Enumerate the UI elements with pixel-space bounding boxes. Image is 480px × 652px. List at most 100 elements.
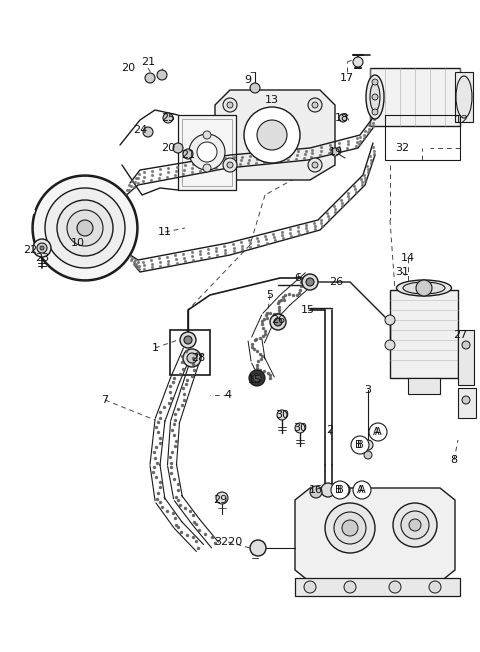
Text: 25: 25 <box>161 113 175 123</box>
Circle shape <box>416 280 432 296</box>
Circle shape <box>401 511 429 539</box>
Circle shape <box>253 374 261 382</box>
Circle shape <box>393 503 437 547</box>
Circle shape <box>302 274 318 290</box>
Circle shape <box>462 341 470 349</box>
Text: 21: 21 <box>181 150 195 160</box>
Circle shape <box>33 239 51 257</box>
Circle shape <box>372 109 378 115</box>
Circle shape <box>257 120 287 150</box>
Bar <box>170 330 210 375</box>
Circle shape <box>312 162 318 168</box>
Circle shape <box>250 83 260 93</box>
Circle shape <box>385 340 395 350</box>
Circle shape <box>157 70 167 80</box>
Ellipse shape <box>456 76 472 118</box>
Circle shape <box>336 483 350 497</box>
Circle shape <box>334 512 366 544</box>
Text: 12: 12 <box>455 115 469 125</box>
Circle shape <box>306 278 314 286</box>
Circle shape <box>304 581 316 593</box>
Circle shape <box>409 519 421 531</box>
Text: 24: 24 <box>133 125 147 135</box>
Text: 6: 6 <box>295 273 301 283</box>
Text: B: B <box>355 440 361 450</box>
Circle shape <box>163 113 173 123</box>
Circle shape <box>331 148 339 156</box>
Text: 17: 17 <box>340 73 354 83</box>
Text: B: B <box>335 485 341 495</box>
Circle shape <box>308 98 322 112</box>
Ellipse shape <box>403 282 445 294</box>
Text: 23: 23 <box>35 253 49 263</box>
Text: A: A <box>359 485 365 495</box>
Circle shape <box>183 349 201 367</box>
Text: 30: 30 <box>275 410 289 420</box>
Circle shape <box>389 581 401 593</box>
Bar <box>295 578 460 596</box>
Circle shape <box>462 396 470 404</box>
Circle shape <box>244 107 300 163</box>
Circle shape <box>308 158 322 172</box>
Circle shape <box>385 315 395 325</box>
Circle shape <box>223 158 237 172</box>
Text: 7: 7 <box>101 395 108 405</box>
Circle shape <box>312 102 318 108</box>
Circle shape <box>203 131 211 139</box>
Circle shape <box>429 581 441 593</box>
Bar <box>458 330 474 385</box>
Circle shape <box>249 370 265 386</box>
Circle shape <box>310 486 322 498</box>
Circle shape <box>180 332 196 348</box>
Circle shape <box>67 210 103 246</box>
Circle shape <box>372 79 378 85</box>
Text: 31: 31 <box>395 267 409 277</box>
Circle shape <box>33 176 137 280</box>
Circle shape <box>227 162 233 168</box>
Circle shape <box>325 503 375 553</box>
Circle shape <box>57 200 113 256</box>
Circle shape <box>183 149 193 159</box>
Circle shape <box>274 318 282 326</box>
Circle shape <box>351 436 369 454</box>
Circle shape <box>353 481 371 499</box>
Circle shape <box>277 410 287 420</box>
Text: 20: 20 <box>121 63 135 73</box>
Circle shape <box>216 492 228 504</box>
Circle shape <box>184 336 192 344</box>
Circle shape <box>203 164 211 172</box>
Text: 14: 14 <box>401 253 415 263</box>
Circle shape <box>270 314 286 330</box>
Circle shape <box>40 246 44 250</box>
Text: 21: 21 <box>141 57 155 67</box>
Text: 3220: 3220 <box>214 537 242 547</box>
Circle shape <box>321 483 335 497</box>
Circle shape <box>223 98 237 112</box>
Bar <box>408 378 440 394</box>
Text: 16: 16 <box>309 485 323 495</box>
Circle shape <box>45 188 125 268</box>
Circle shape <box>77 220 93 236</box>
Polygon shape <box>215 90 335 180</box>
Text: B: B <box>357 440 363 450</box>
Circle shape <box>173 143 183 153</box>
Circle shape <box>353 57 363 67</box>
Text: 5: 5 <box>266 290 274 300</box>
Bar <box>385 115 460 160</box>
Circle shape <box>187 353 197 363</box>
Ellipse shape <box>396 280 452 296</box>
Ellipse shape <box>366 75 384 119</box>
Text: 26: 26 <box>271 315 285 325</box>
Text: 2: 2 <box>326 425 334 435</box>
Text: 11: 11 <box>158 227 172 237</box>
Circle shape <box>250 540 266 556</box>
Text: 22: 22 <box>23 245 37 255</box>
Text: 26: 26 <box>329 277 343 287</box>
Circle shape <box>372 94 378 100</box>
Text: 30: 30 <box>293 423 307 433</box>
Circle shape <box>339 114 347 122</box>
Circle shape <box>342 520 358 536</box>
Text: 8: 8 <box>450 455 457 465</box>
Circle shape <box>145 73 155 83</box>
Text: 9: 9 <box>244 75 252 85</box>
